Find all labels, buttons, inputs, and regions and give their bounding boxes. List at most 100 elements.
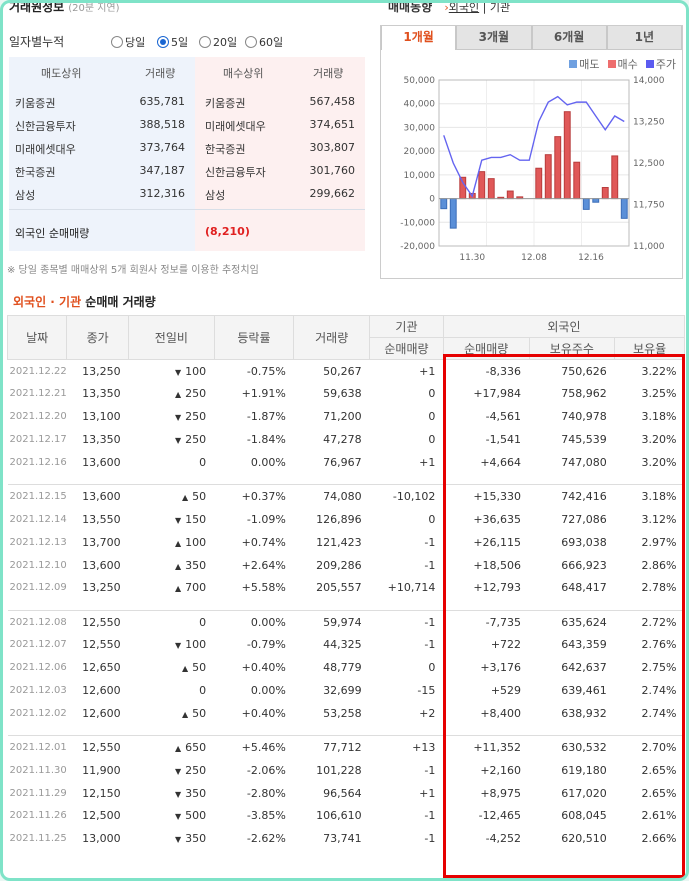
- legend-buy: 매수: [607, 56, 638, 72]
- legend-swatch: [645, 60, 654, 68]
- cell-change: 250: [129, 759, 215, 782]
- legend-swatch: [607, 60, 616, 68]
- cell-inst-net: +13: [412, 741, 436, 755]
- cell-holdings: 639,461: [561, 684, 607, 698]
- estimate-note: ※ 당일 종목별 매매상위 5개 회원사 정보를 이용한 추정치임: [7, 265, 259, 276]
- cell-ratio: 2.70%: [641, 741, 677, 755]
- table-row: 2021.12.17 13,350 250 -1.84% 47,278 0 -1…: [8, 428, 685, 451]
- radio-5day[interactable]: 5일: [157, 34, 188, 50]
- cell-change: 250: [129, 382, 215, 405]
- sell-broker-volume: 388,518: [139, 118, 186, 131]
- foreign-link[interactable]: 외국인: [448, 1, 480, 14]
- table-row: 2021.12.06 12,650 50 +0.40% 48,779 0 +3,…: [8, 656, 685, 679]
- cell-foreign-net: +2,160: [480, 763, 522, 777]
- buy-bar: [544, 154, 552, 200]
- cell-close: 13,350: [82, 433, 121, 447]
- cell-rate: +0.40%: [241, 706, 286, 720]
- cell-foreign-net: +12,793: [473, 581, 522, 595]
- cell-rate: 0.00%: [250, 456, 286, 469]
- sell-top-column: [9, 57, 195, 251]
- header-volume: 거래량: [293, 315, 371, 360]
- sell-broker-name: 미래에셋대우: [15, 143, 76, 156]
- cell-volume: 47,278: [323, 433, 362, 447]
- cell-change: 50: [129, 485, 215, 508]
- y-left-tick-label: 0: [429, 195, 435, 205]
- header-ratio: 보유율: [614, 337, 685, 360]
- cell-foreign-net: -12,465: [478, 809, 522, 823]
- cell-ratio: 2.74%: [641, 706, 677, 720]
- cell-close: 13,350: [82, 387, 121, 401]
- sell-broker-volume: 312,316: [139, 187, 186, 200]
- period-tabs: 1개월 3개월 6개월 1년: [381, 26, 682, 50]
- cell-rate: +1.91%: [241, 387, 286, 401]
- cell-ratio: 2.76%: [641, 638, 677, 652]
- cell-inst-net: -15: [417, 684, 436, 698]
- cell-inst-net: +2: [419, 706, 436, 720]
- radio-60day[interactable]: 60일: [245, 34, 283, 50]
- cell-holdings: 635,624: [561, 615, 607, 629]
- cell-holdings: 643,359: [561, 638, 607, 652]
- table-row: 2021.12.21 13,350 250 +1.91% 59,638 0 +1…: [8, 382, 685, 405]
- buy-top-column: [195, 57, 365, 251]
- cell-change: 250: [129, 428, 215, 451]
- header-close: 종가: [66, 315, 130, 360]
- table-row: 2021.12.20 13,100 250 -1.87% 71,200 0 -4…: [8, 405, 685, 428]
- cell-close: 13,600: [82, 490, 121, 504]
- cell-rate: 0.00%: [250, 684, 286, 698]
- cell-foreign-net: +529: [490, 684, 522, 698]
- cell-date: 2021.12.08: [9, 616, 67, 628]
- cell-inst-net: -1: [424, 763, 436, 777]
- cell-ratio: 3.18%: [641, 410, 677, 424]
- cell-close: 12,500: [82, 809, 121, 823]
- cell-inst-net: 0: [428, 387, 436, 401]
- tab-1month[interactable]: 1개월: [381, 26, 457, 50]
- cell-volume: 205,557: [316, 581, 362, 595]
- cell-rate: +0.74%: [241, 535, 286, 549]
- buy-broker-volume: 374,651: [309, 118, 356, 131]
- filter-label: 일자별누적: [9, 35, 65, 49]
- table-row: 2021.12.13 13,700 100 +0.74% 121,423 -1 …: [8, 531, 685, 554]
- cell-holdings: 758,962: [561, 387, 607, 401]
- period-filter: 일자별누적 당일 5일 20일 60일: [9, 33, 365, 51]
- buy-bar: [459, 176, 467, 200]
- institution-link[interactable]: 기관: [489, 1, 511, 14]
- y-left-tick-label: 30,000: [404, 123, 436, 133]
- radio-today[interactable]: 당일: [111, 34, 145, 50]
- cell-holdings: 727,086: [561, 512, 607, 526]
- cell-date: 2021.12.17: [9, 434, 67, 446]
- cell-inst-net: 0: [428, 410, 436, 424]
- sell-bar: [620, 198, 628, 219]
- cell-inst-net: +10,714: [387, 581, 436, 595]
- cell-rate: -0.75%: [246, 364, 286, 378]
- radio-20day[interactable]: 20일: [199, 34, 237, 50]
- cell-close: 11,900: [82, 763, 121, 777]
- header-foreign: 외국인: [442, 315, 686, 338]
- cell-foreign-net: +722: [490, 638, 522, 652]
- trend-chart-panel: 1개월 3개월 6개월 1년 매도 매수 주가 50,000 40,000 30,0…: [380, 25, 683, 279]
- cell-inst-net: -1: [424, 809, 436, 823]
- cell-close: 13,600: [82, 558, 121, 572]
- cell-volume: 53,258: [323, 706, 362, 720]
- cell-close: 13,000: [82, 832, 121, 846]
- cell-foreign-net: -8,336: [485, 364, 522, 378]
- cell-date: 2021.12.21: [9, 388, 67, 400]
- cell-close: 13,250: [82, 581, 121, 595]
- cell-inst-net: 0: [428, 661, 436, 675]
- cell-foreign-net: -4,561: [485, 410, 522, 424]
- cell-foreign-net: +8,975: [480, 786, 522, 800]
- sell-header: 매도상위: [41, 67, 82, 80]
- cell-volume: 126,896: [316, 512, 362, 526]
- cell-rate: +0.40%: [241, 661, 286, 675]
- buy-broker-volume: 567,458: [309, 95, 356, 108]
- tab-1year[interactable]: 1년: [606, 26, 682, 50]
- tab-3month[interactable]: 3개월: [456, 26, 532, 50]
- cell-ratio: 2.97%: [641, 535, 677, 549]
- sell-broker-name: 삼성: [15, 189, 36, 202]
- tab-6month[interactable]: 6개월: [531, 26, 607, 50]
- cell-ratio: 3.25%: [641, 387, 677, 401]
- cell-close: 13,600: [82, 456, 121, 469]
- cell-change: 250: [129, 405, 215, 428]
- chart-legend: 매도 매수 주가: [569, 56, 676, 72]
- header-holdings: 보유주수: [528, 337, 616, 360]
- cell-close: 12,600: [82, 706, 121, 720]
